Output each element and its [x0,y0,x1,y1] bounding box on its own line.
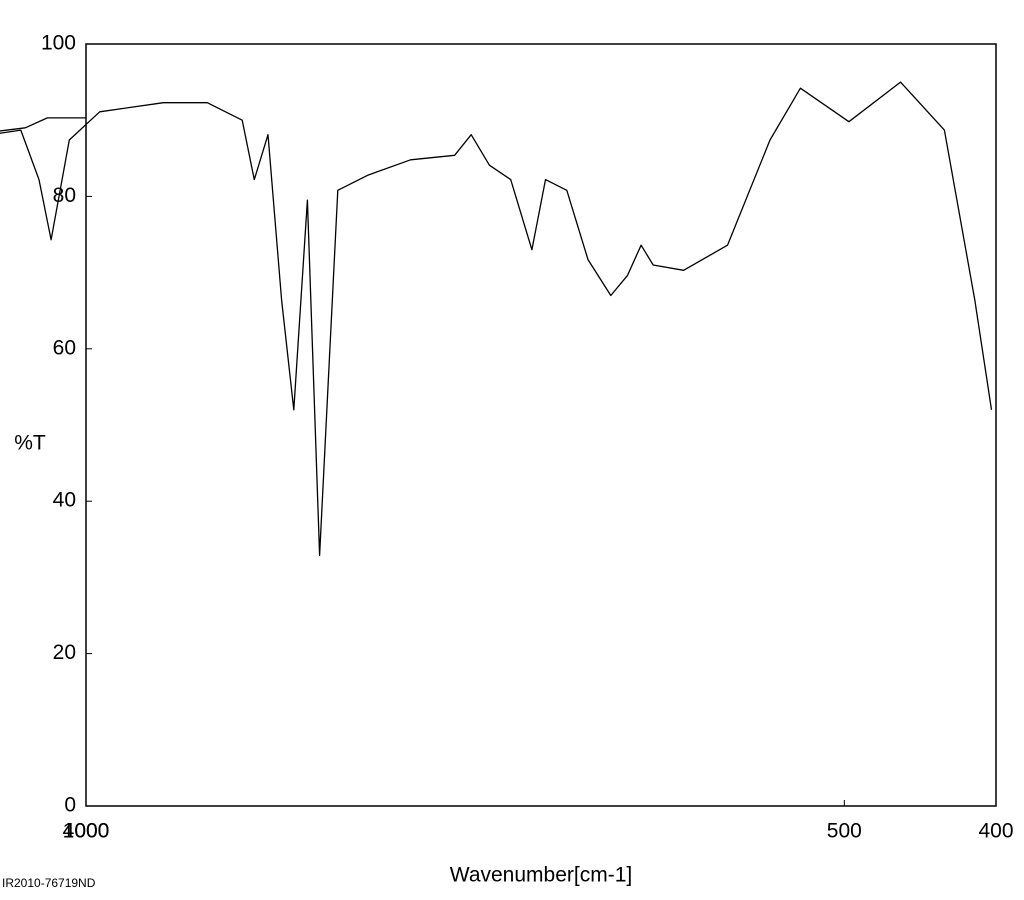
x-tick-label: 4000 [63,820,110,843]
y-tick-label: 80 [53,184,76,207]
y-tick-label: 40 [53,489,76,512]
y-tick-label: 100 [41,32,76,55]
y-tick-label: 0 [64,794,76,817]
y-tick-label: 20 [53,641,76,664]
x-axis-label: Wavenumber[cm-1] [450,864,632,887]
footnote: IR2010-76719ND [2,876,96,890]
x-tick-label: 1000 [63,820,110,843]
x-tick-label: 400 [978,820,1013,843]
plot-frame [85,43,997,807]
spectrum-line [0,81,993,556]
y-tick-label: 60 [53,336,76,359]
x-tick-label: 500 [827,820,862,843]
y-axis-label: %T [14,432,46,455]
